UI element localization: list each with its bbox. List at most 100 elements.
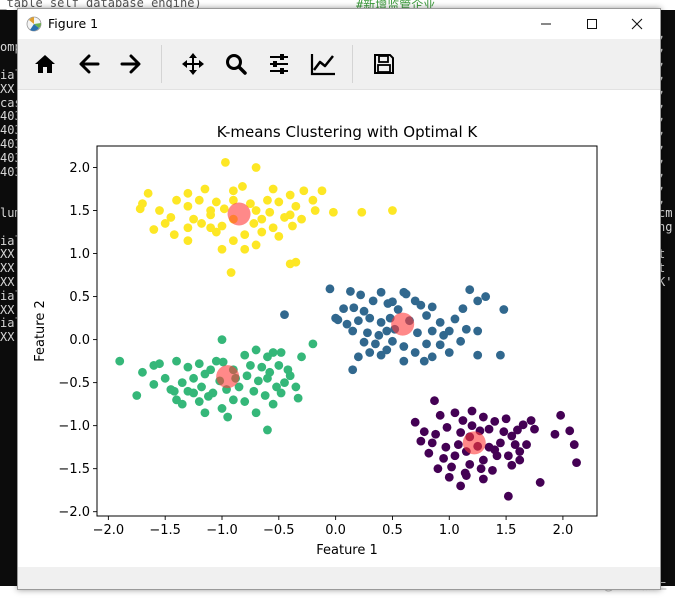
close-icon — [631, 18, 643, 30]
maximize-button[interactable] — [569, 9, 615, 39]
data-point — [308, 339, 318, 349]
data-point — [228, 395, 238, 405]
data-point — [217, 335, 227, 345]
data-point — [160, 219, 170, 228]
data-point — [132, 391, 142, 400]
data-point — [228, 186, 238, 196]
data-point — [291, 201, 301, 211]
data-point — [444, 472, 454, 482]
background-editor-strip: en_now_table_self_database_engine) #新增监管… — [0, 0, 675, 10]
data-point — [416, 300, 426, 310]
data-point — [456, 336, 466, 346]
data-point — [388, 206, 397, 215]
data-point — [272, 382, 281, 392]
home-button[interactable] — [30, 49, 60, 79]
data-point — [260, 391, 270, 400]
arrow-left-icon — [79, 54, 100, 74]
x-tick-label: −1.5 — [149, 523, 181, 538]
data-point — [189, 214, 198, 224]
data-point — [435, 340, 445, 350]
data-point — [297, 352, 306, 362]
y-tick-label: 2.0 — [69, 161, 90, 176]
navigation-toolbar — [18, 39, 660, 90]
centroid-marker — [391, 312, 415, 336]
y-tick-label: −1.5 — [58, 462, 90, 477]
data-point — [251, 408, 261, 418]
data-point — [172, 195, 181, 205]
data-point — [427, 302, 437, 312]
data-point — [458, 416, 468, 425]
edit-axis-button[interactable] — [308, 49, 338, 79]
data-point — [435, 317, 445, 327]
figure-canvas[interactable]: −2.0 −1.5 −1.0 −0.5 0.0 0.5 1.0 1.5 2.0 2.0 1.5 1.0… — [18, 90, 660, 567]
data-point — [221, 157, 230, 167]
data-point — [473, 350, 483, 360]
data-point — [285, 371, 295, 381]
data-point — [206, 210, 216, 220]
data-point — [242, 371, 252, 381]
figure-window: Figure 1 — [17, 8, 661, 590]
title-bar[interactable]: Figure 1 — [18, 9, 660, 39]
x-tick-label: 0.5 — [382, 523, 403, 538]
scatter-plot[interactable]: −2.0 −1.5 −1.0 −0.5 0.0 0.5 1.0 1.5 2.0 2.0 1.5 1.0… — [18, 90, 660, 567]
pan-button[interactable] — [178, 49, 208, 79]
data-point — [219, 204, 229, 214]
data-point — [382, 345, 392, 355]
data-point — [503, 451, 513, 461]
data-point — [368, 296, 378, 306]
data-point — [339, 304, 348, 314]
data-point — [268, 348, 278, 357]
centroid-marker — [227, 202, 251, 226]
toolbar-separator — [352, 45, 353, 83]
data-point — [447, 462, 456, 472]
y-tick-label: 1.5 — [69, 204, 90, 219]
x-tick-label: 1.0 — [439, 523, 460, 538]
data-point — [149, 225, 159, 234]
background-terminal-left: en omp ial XX cas 403 403 403 403 403 lu… — [0, 0, 18, 345]
data-point — [526, 416, 536, 425]
data-point — [246, 361, 255, 370]
y-tick-label: 1.0 — [69, 247, 90, 262]
data-point — [288, 221, 297, 231]
data-point — [197, 219, 206, 228]
x-tick-label: 0.0 — [325, 523, 346, 538]
data-point — [299, 186, 309, 196]
data-point — [359, 306, 369, 316]
y-tick-label: −2.0 — [58, 505, 90, 520]
data-point — [280, 213, 289, 222]
forward-button[interactable] — [116, 49, 146, 79]
data-point — [200, 184, 210, 194]
zoom-button[interactable] — [221, 49, 251, 79]
data-point — [490, 416, 500, 426]
data-point — [291, 382, 301, 392]
data-point — [268, 399, 278, 409]
data-point — [143, 188, 153, 198]
data-point — [280, 310, 289, 320]
data-point — [416, 436, 426, 446]
data-point — [183, 201, 193, 211]
data-point — [363, 328, 372, 338]
data-point — [496, 438, 505, 448]
data-point — [223, 412, 233, 422]
data-point — [456, 481, 466, 491]
data-point — [217, 221, 227, 231]
data-point — [488, 465, 497, 475]
back-button[interactable] — [74, 49, 104, 79]
save-button[interactable] — [369, 49, 399, 79]
data-point — [274, 231, 284, 241]
data-point — [317, 186, 327, 196]
y-tick-label: −0.5 — [58, 376, 90, 391]
data-point — [169, 386, 179, 396]
data-point — [507, 431, 517, 441]
configure-subplots-button[interactable] — [264, 49, 294, 79]
data-point — [285, 190, 295, 200]
data-point — [399, 356, 409, 366]
data-point — [353, 352, 363, 362]
close-button[interactable] — [614, 9, 660, 39]
data-point — [240, 397, 250, 406]
background-code-snippet: en_now_table_self_database_engine) — [0, 0, 202, 10]
data-point — [427, 326, 437, 336]
minimize-button[interactable] — [523, 9, 569, 39]
data-point — [513, 425, 522, 435]
matplotlib-icon — [26, 16, 42, 32]
